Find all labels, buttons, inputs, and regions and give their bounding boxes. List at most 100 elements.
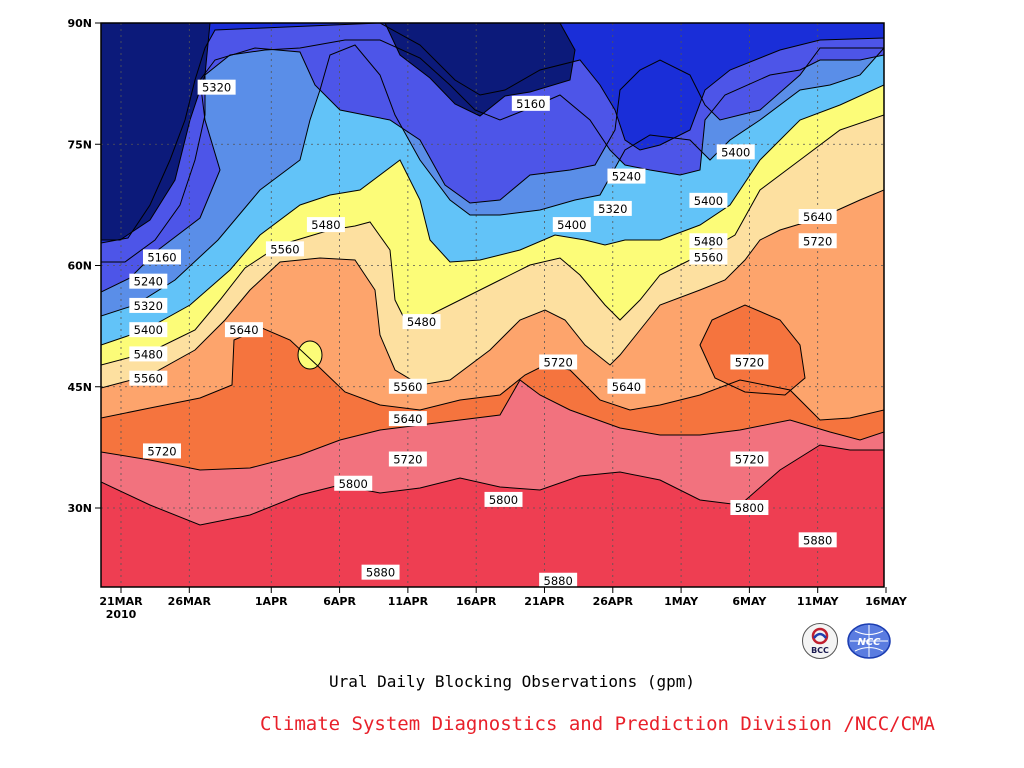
contour-label-text: 5480 xyxy=(311,218,340,232)
contour-label-text: 5720 xyxy=(735,453,764,467)
contour-label: 5480 xyxy=(306,217,345,233)
y-tick-label: 75N xyxy=(67,138,92,151)
bcc-logo-text: BCC xyxy=(811,646,829,655)
contour-label-bg xyxy=(334,475,373,491)
contour-label-bg xyxy=(730,354,769,370)
contour-label-bg xyxy=(798,532,837,548)
x-tick-label: 11APR xyxy=(388,595,429,608)
x-tick-label: 16APR xyxy=(456,595,497,608)
fill-5320 xyxy=(101,23,884,292)
contour-label-bg xyxy=(716,144,755,160)
contour-label: 5400 xyxy=(129,322,168,338)
contour-label-bg xyxy=(306,217,345,233)
contour-line xyxy=(101,23,884,317)
contour-label-text: 5320 xyxy=(134,299,163,313)
contour-label: 5560 xyxy=(265,241,304,257)
contour-label-bg xyxy=(224,322,263,338)
contour-label-bg xyxy=(593,200,632,216)
chart-title: Ural Daily Blocking Observations (gpm) xyxy=(328,672,696,691)
x-tick-label: 21APR xyxy=(524,595,565,608)
contour-label-bg xyxy=(689,233,728,249)
y-tick-label: 90N xyxy=(67,17,92,30)
x-tick-label: 16MAY xyxy=(865,595,908,608)
contour-label-text: 5720 xyxy=(393,453,422,467)
contour-label-text: 5640 xyxy=(803,210,832,224)
contour-label-bg xyxy=(265,241,304,257)
contour-label-bg xyxy=(607,378,646,394)
grid-lines xyxy=(101,23,884,587)
x-tick-label: 21MAR xyxy=(99,595,143,608)
contour-label-text: 5320 xyxy=(598,202,627,216)
contour-label-text: 5400 xyxy=(557,218,586,232)
contour-label: 5400 xyxy=(552,217,591,233)
contour-label-text: 5880 xyxy=(803,533,832,547)
contour-label-text: 5160 xyxy=(147,250,176,264)
contour-label-text: 5160 xyxy=(516,97,545,111)
contour-label-text: 5720 xyxy=(147,444,176,458)
contour-label: 5720 xyxy=(388,451,427,467)
contour-label: 5800 xyxy=(730,500,769,515)
x-tick-label: 26APR xyxy=(593,595,634,608)
contour-label-text: 5880 xyxy=(544,574,573,588)
fill-5160 xyxy=(101,23,884,243)
contour-label: 5720 xyxy=(730,451,769,467)
contour-label-text: 5480 xyxy=(407,315,436,329)
contour-label-bg xyxy=(388,378,427,394)
contour-label-bg xyxy=(142,249,181,265)
x-tick-label: 6APR xyxy=(323,595,356,608)
contour-label-bg xyxy=(142,443,181,459)
contour-label-bg xyxy=(798,209,837,224)
contour-label: 5480 xyxy=(689,233,728,249)
contour-label-bg xyxy=(798,233,837,249)
contour-label-text: 5240 xyxy=(612,170,641,184)
contour-fills: 5320 5160 5240 5400 5400 5480 5320 5400 5640 5720… xyxy=(101,23,884,588)
contour-label: 5480 xyxy=(402,314,441,330)
contour-lines xyxy=(101,23,884,526)
contour-label: 5640 xyxy=(388,411,427,427)
contour-label: 5240 xyxy=(129,273,168,289)
contour-line xyxy=(699,304,806,396)
contour-label: 5800 xyxy=(334,475,373,491)
axes: 21MAR 26MAR 1APR 6APR 11APR 16APR 21APR 26APR 1M… xyxy=(67,17,907,621)
contour-label: 5320 xyxy=(197,79,236,95)
plot-frame xyxy=(100,22,885,588)
contour-label-bg xyxy=(129,273,168,289)
contour-label-text: 5720 xyxy=(803,234,832,248)
contour-line xyxy=(297,340,323,370)
contour-label: 5880 xyxy=(798,532,837,548)
fill-5160-core xyxy=(101,23,575,240)
contour-label: 5560 xyxy=(388,378,427,394)
contour-label-bg xyxy=(689,249,728,265)
contour-line xyxy=(101,23,884,471)
x-year-label: 2010 xyxy=(106,608,137,621)
y-tick-label: 45N xyxy=(67,381,92,394)
contour-label-bg xyxy=(402,314,441,330)
contour-label: 5640 xyxy=(798,209,837,224)
contour-labels: 5320 5160 5240 5400 5400 5480 5320 5400 5640 5720… xyxy=(129,79,837,588)
contour-label-bg xyxy=(197,79,236,95)
contour-line xyxy=(101,23,884,346)
contour-label: 5240 xyxy=(607,168,646,184)
contour-label-text: 5560 xyxy=(270,242,299,256)
contour-label-bg xyxy=(539,572,578,587)
contour-label-text: 5560 xyxy=(393,380,422,394)
contour-label: 5720 xyxy=(142,443,181,459)
contour-label-bg xyxy=(388,451,427,467)
contour-label-text: 5400 xyxy=(721,145,750,159)
x-tick-label: 11MAY xyxy=(797,595,840,608)
contour-label-bg xyxy=(511,95,550,111)
contour-label-bg xyxy=(129,297,168,313)
contour-label-bg xyxy=(689,192,728,208)
x-tick-label: 26MAR xyxy=(168,595,212,608)
contour-label-bg xyxy=(361,564,400,580)
contour-label: 5400 xyxy=(716,144,755,160)
contour-label-text: 5320 xyxy=(202,81,231,95)
contour-label-bg xyxy=(484,491,523,507)
contour-label: 5800 xyxy=(484,491,523,507)
contour-line xyxy=(101,23,884,263)
contour-label: 5640 xyxy=(607,378,646,394)
contour-label: 5160 xyxy=(142,249,181,265)
contour-label-bg xyxy=(388,411,427,427)
x-tick-label: 1APR xyxy=(255,595,288,608)
